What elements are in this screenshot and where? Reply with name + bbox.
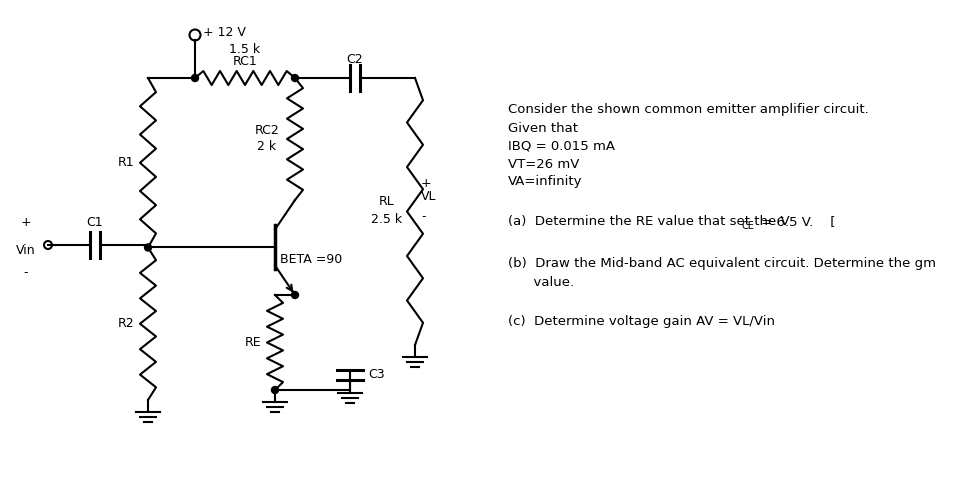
Text: IBQ = 0.015 mA: IBQ = 0.015 mA xyxy=(508,139,615,153)
Circle shape xyxy=(191,75,198,82)
Text: -: - xyxy=(24,266,29,280)
Text: value.: value. xyxy=(508,276,574,288)
Text: R1: R1 xyxy=(118,156,134,169)
Text: -: - xyxy=(421,210,426,223)
Circle shape xyxy=(292,291,299,298)
Text: +: + xyxy=(21,216,32,230)
Text: C2: C2 xyxy=(346,53,364,67)
Text: VL: VL xyxy=(421,190,436,203)
Text: (a)  Determine the RE value that set the V: (a) Determine the RE value that set the … xyxy=(508,215,790,229)
Text: 1.5 k: 1.5 k xyxy=(230,43,260,56)
Text: Given that: Given that xyxy=(508,122,578,134)
Text: C1: C1 xyxy=(87,216,103,230)
Text: C3: C3 xyxy=(368,369,385,381)
Text: RC1: RC1 xyxy=(233,55,257,69)
Text: (c)  Determine voltage gain AV = VL/Vin: (c) Determine voltage gain AV = VL/Vin xyxy=(508,316,775,329)
Text: (b)  Draw the Mid-band AC equivalent circuit. Determine the gm: (b) Draw the Mid-band AC equivalent circ… xyxy=(508,257,936,271)
Text: RL: RL xyxy=(379,195,395,208)
Text: BETA =90: BETA =90 xyxy=(280,253,343,266)
Text: CE: CE xyxy=(741,221,754,231)
Text: Vin: Vin xyxy=(16,244,35,256)
Text: RE: RE xyxy=(245,336,261,349)
Circle shape xyxy=(272,386,278,394)
Text: R2: R2 xyxy=(118,317,134,330)
Text: 2 k: 2 k xyxy=(257,140,277,154)
Text: + 12 V: + 12 V xyxy=(203,27,246,40)
Circle shape xyxy=(292,75,299,82)
Text: 2.5 k: 2.5 k xyxy=(371,213,403,226)
Text: RC2: RC2 xyxy=(255,124,279,137)
Text: Consider the shown common emitter amplifier circuit.: Consider the shown common emitter amplif… xyxy=(508,104,869,117)
Circle shape xyxy=(145,244,151,251)
Text: +: + xyxy=(421,177,432,190)
Text: VA=infinity: VA=infinity xyxy=(508,175,583,189)
Text: = 6.5 V.    [: = 6.5 V. [ xyxy=(757,215,835,229)
Text: VT=26 mV: VT=26 mV xyxy=(508,158,579,170)
